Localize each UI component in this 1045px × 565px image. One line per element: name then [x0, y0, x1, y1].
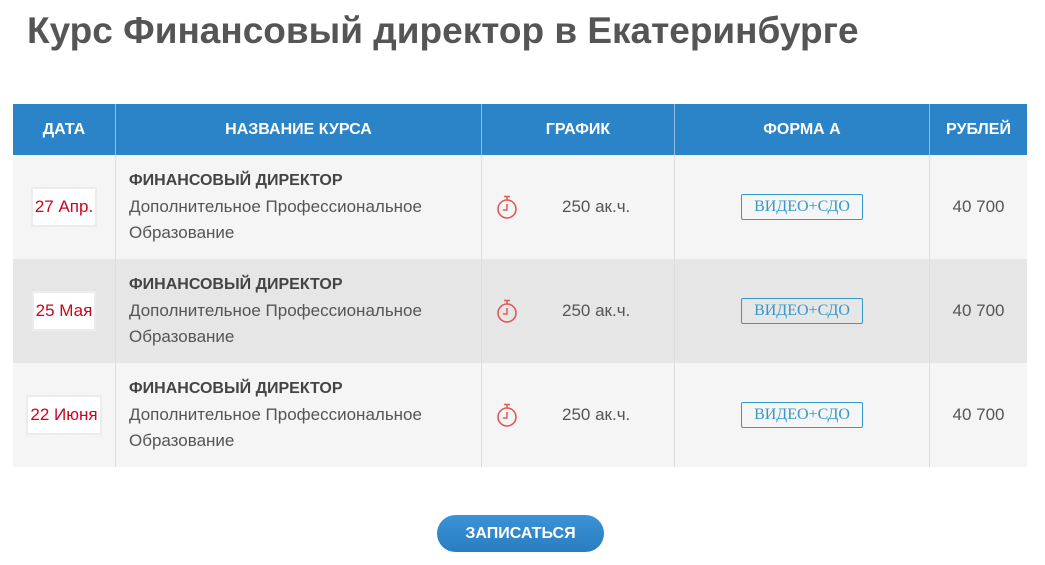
stopwatch-icon	[495, 403, 519, 432]
form-badge[interactable]: ВИДЕО+СДО	[741, 402, 863, 428]
table-header: ДАТА НАЗВАНИЕ КУРСА ГРАФИК ФОРМА А РУБЛЕ…	[13, 104, 1027, 155]
header-course: НАЗВАНИЕ КУРСА	[115, 104, 482, 155]
date-badge: 27 Апр.	[30, 187, 98, 227]
date-cell: 22 Июня	[13, 363, 116, 467]
header-price: РУБЛЕЙ	[929, 104, 1027, 155]
course-desc: Дополнительное Профессиональное Образова…	[129, 405, 422, 450]
table-row: 25 Мая ФИНАНСОВЫЙ ДИРЕКТОР Дополнительное…	[13, 259, 1027, 363]
course-cell: ФИНАНСОВЫЙ ДИРЕКТОР Дополнительное Профес…	[115, 259, 482, 363]
price: 40 700	[929, 155, 1027, 259]
form-cell: ВИДЕО+СДО	[674, 363, 930, 467]
course-table: ДАТА НАЗВАНИЕ КУРСА ГРАФИК ФОРМА А РУБЛЕ…	[13, 104, 1027, 467]
header-date: ДАТА	[13, 104, 116, 155]
course-name[interactable]: ФИНАНСОВЫЙ ДИРЕКТОР	[129, 172, 343, 189]
course-name[interactable]: ФИНАНСОВЫЙ ДИРЕКТОР	[129, 380, 343, 397]
header-schedule: ГРАФИК	[481, 104, 675, 155]
table-row: 27 Апр. ФИНАНСОВЫЙ ДИРЕКТОР Дополнительно…	[13, 155, 1027, 259]
date-badge: 25 Мая	[31, 291, 97, 331]
course-name[interactable]: ФИНАНСОВЫЙ ДИРЕКТОР	[129, 276, 343, 293]
course-desc: Дополнительное Профессиональное Образова…	[129, 197, 422, 242]
hours: 250 ак.ч.	[562, 405, 631, 424]
stopwatch-icon	[495, 299, 519, 328]
stopwatch-icon	[495, 195, 519, 224]
price: 40 700	[929, 363, 1027, 467]
course-cell: ФИНАНСОВЫЙ ДИРЕКТОР Дополнительное Профес…	[115, 363, 482, 467]
schedule-cell: 250 ак.ч.	[481, 259, 675, 363]
table-row: 22 Июня ФИНАНСОВЫЙ ДИРЕКТОР Дополнительно…	[13, 363, 1027, 467]
form-badge[interactable]: ВИДЕО+СДО	[741, 194, 863, 220]
schedule-cell: 250 ак.ч.	[481, 363, 675, 467]
form-cell: ВИДЕО+СДО	[674, 155, 930, 259]
date-cell: 27 Апр.	[13, 155, 116, 259]
hours: 250 ак.ч.	[562, 301, 631, 320]
date-cell: 25 Мая	[13, 259, 116, 363]
course-cell: ФИНАНСОВЫЙ ДИРЕКТОР Дополнительное Профес…	[115, 155, 482, 259]
price: 40 700	[929, 259, 1027, 363]
course-desc: Дополнительное Профессиональное Образова…	[129, 301, 422, 346]
schedule-cell: 250 ак.ч.	[481, 155, 675, 259]
header-form: ФОРМА А	[674, 104, 930, 155]
form-badge[interactable]: ВИДЕО+СДО	[741, 298, 863, 324]
hours: 250 ак.ч.	[562, 197, 631, 216]
date-badge: 22 Июня	[26, 395, 102, 435]
page-title: Курс Финансовый директор в Екатеринбурге	[27, 10, 859, 51]
signup-button[interactable]: ЗАПИСАТЬСЯ	[437, 515, 604, 552]
form-cell: ВИДЕО+СДО	[674, 259, 930, 363]
